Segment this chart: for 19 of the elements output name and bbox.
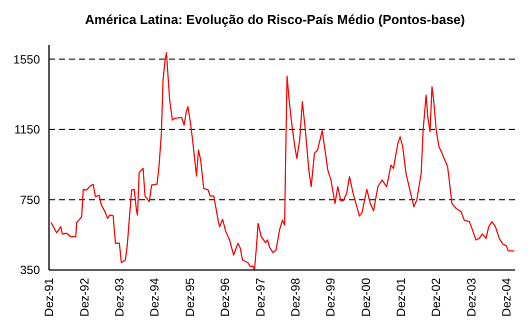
y-tick-label: 1550 bbox=[13, 52, 40, 66]
x-tick-label: Dez-03 bbox=[464, 278, 478, 317]
x-tick-label: Dez-04 bbox=[500, 278, 514, 317]
x-tick-label: Dez-94 bbox=[148, 278, 162, 317]
x-tick-label: Dez-96 bbox=[218, 278, 232, 317]
x-tick-label: Dez-91 bbox=[42, 278, 56, 317]
x-tick-label: Dez-00 bbox=[358, 278, 373, 317]
x-tick-label: Dez-92 bbox=[77, 278, 92, 317]
x-tick-label: Dez-99 bbox=[324, 278, 338, 317]
x-tick-label: Dez-93 bbox=[112, 278, 127, 317]
x-tick-label: Dez-97 bbox=[253, 278, 268, 317]
y-tick-label: 350 bbox=[20, 263, 40, 278]
x-tick-label: Dez-95 bbox=[182, 278, 197, 317]
chart-title: América Latina: Evolução do Risco-País Médio (Pontos-base) bbox=[85, 12, 465, 27]
y-tick-label: 750 bbox=[20, 192, 40, 207]
x-tick-label: Dez-98 bbox=[288, 278, 302, 317]
y-tick-label: 1150 bbox=[14, 122, 40, 137]
x-tick-label: Dez-01 bbox=[394, 278, 408, 317]
x-tick-label: Dez-02 bbox=[429, 278, 444, 317]
